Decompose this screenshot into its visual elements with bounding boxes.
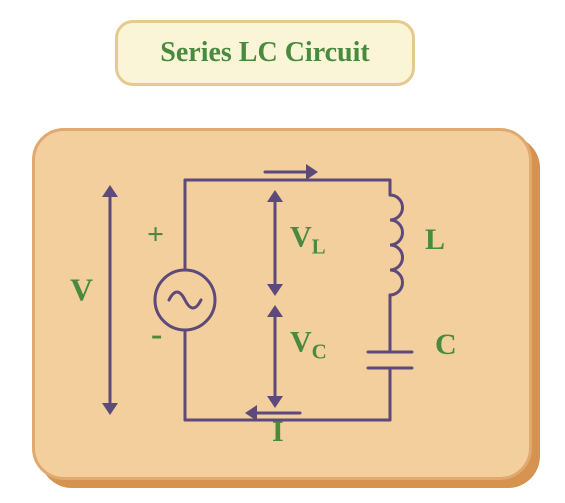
label-VC: VC bbox=[290, 326, 327, 365]
label-L-text: L bbox=[425, 223, 445, 256]
label-V: V bbox=[70, 272, 93, 309]
label-plus: + bbox=[147, 218, 164, 252]
vc-arrow-up bbox=[267, 305, 283, 317]
label-VL: VL bbox=[290, 221, 326, 260]
label-C: C bbox=[435, 328, 457, 362]
top-arrow-head bbox=[306, 164, 318, 180]
label-VL-text: V bbox=[290, 221, 312, 254]
vc-arrow-down bbox=[267, 396, 283, 408]
v-arrow-up bbox=[102, 185, 118, 197]
label-minus: - bbox=[151, 316, 162, 354]
vl-arrow-down bbox=[267, 284, 283, 296]
v-arrow-down bbox=[102, 403, 118, 415]
ac-sine bbox=[169, 292, 201, 308]
label-minus-text: - bbox=[151, 316, 162, 353]
inductor bbox=[390, 195, 402, 295]
label-I: I bbox=[272, 415, 284, 449]
label-C-text: C bbox=[435, 328, 457, 361]
label-plus-text: + bbox=[147, 218, 164, 251]
label-L: L bbox=[425, 223, 445, 257]
vl-arrow-up bbox=[267, 190, 283, 202]
label-V-text: V bbox=[70, 272, 93, 308]
label-I-text: I bbox=[272, 415, 284, 448]
label-VL-sub: L bbox=[312, 235, 326, 259]
label-VC-text: V bbox=[290, 326, 312, 359]
label-VC-sub: C bbox=[312, 340, 327, 364]
